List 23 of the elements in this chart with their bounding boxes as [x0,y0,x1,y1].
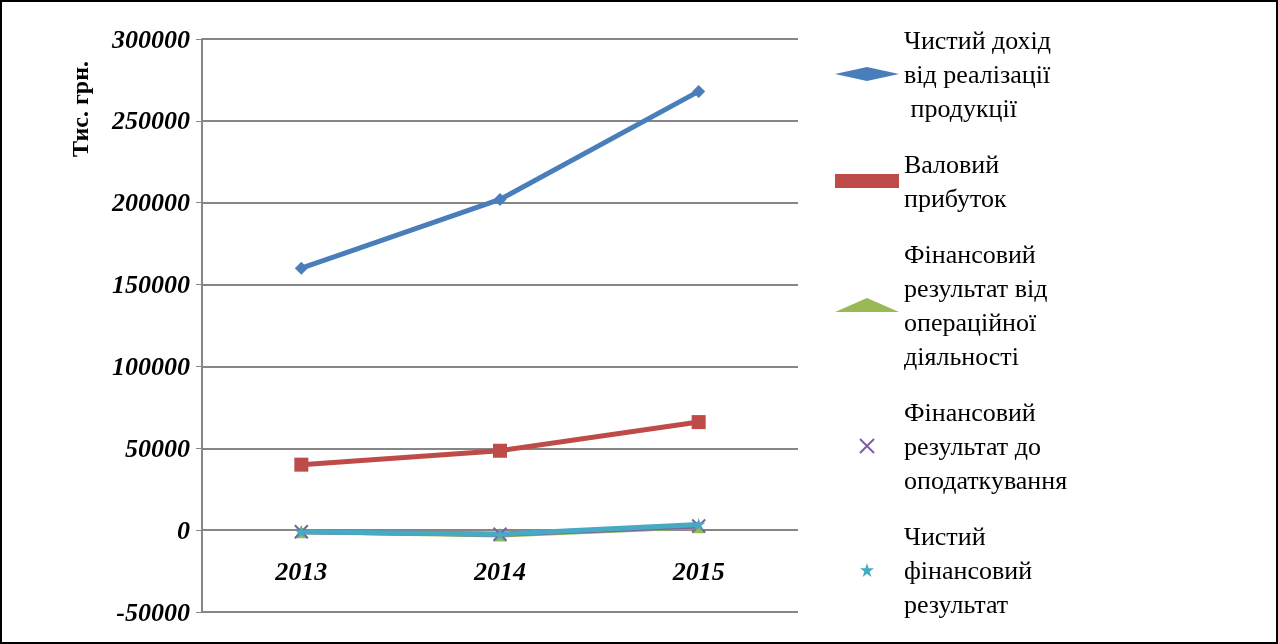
x-tick-label: 2013 [274,556,328,586]
legend-label: Валовий прибуток [904,149,1008,213]
y-tick-label: 150000 [112,270,190,300]
y-tick-label: -50000 [116,597,190,627]
x-tick-label: 2014 [473,556,526,586]
y-axis-title: Тис. грн. [67,61,93,157]
point [294,457,309,472]
legend-label: Фінансовий результат до оподаткування [904,397,1068,495]
legend-label: Чистий дохід від реалізації продукції [904,25,1058,123]
y-tick-label: 100000 [112,351,190,381]
point [294,261,308,275]
point [493,192,507,206]
point [692,84,706,98]
point [493,443,507,458]
y-tick-label: 250000 [111,106,190,136]
legend-label: Чистий фінансовий результат [904,521,1039,619]
y-tick-label: 300000 [111,24,190,54]
y-tick-label: 200000 [111,188,190,218]
legend-label: Фінансовий результат від операційної діяльності [904,239,1054,371]
x-tick-label: 2015 [671,556,725,586]
y-tick-label: 50000 [125,433,190,463]
y-tick-label: 0 [177,515,190,545]
point [691,415,706,430]
